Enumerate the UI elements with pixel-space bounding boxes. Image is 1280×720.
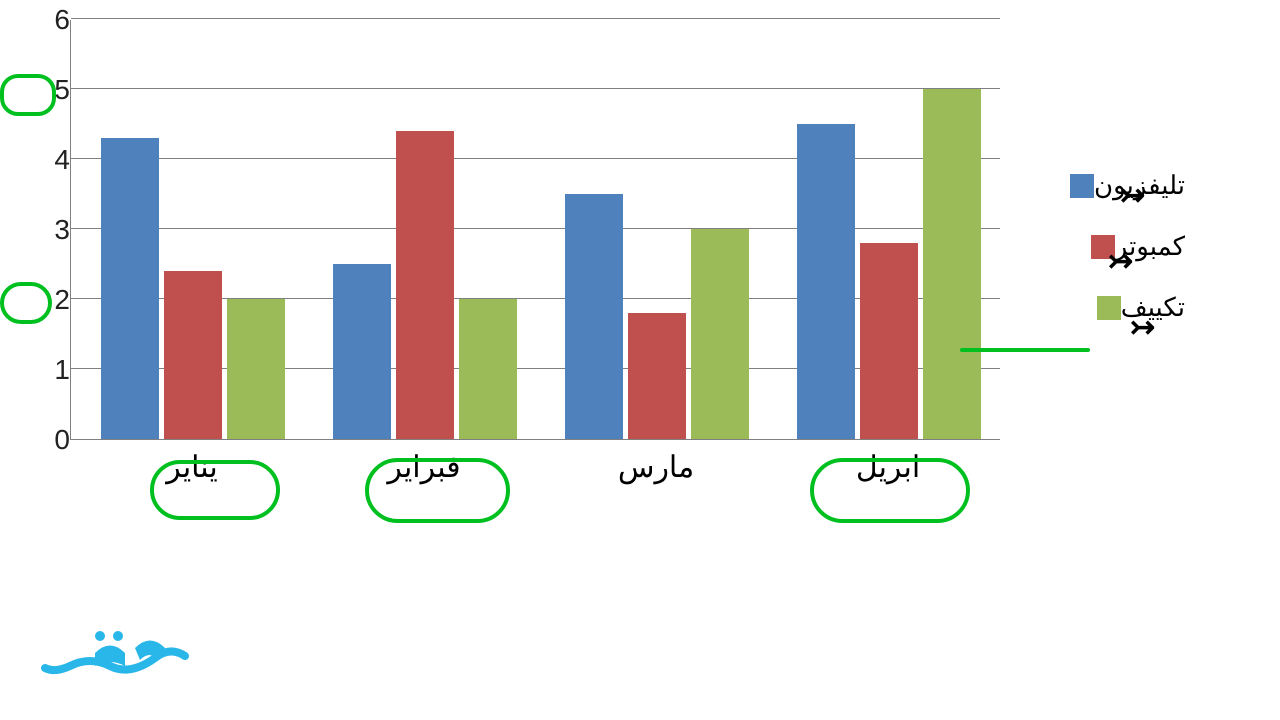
bar (691, 229, 749, 439)
annotation-arrow-1: ↢ (1120, 178, 1145, 213)
y-axis-label: 4 (30, 144, 70, 176)
y-axis-label: 3 (30, 214, 70, 246)
y-axis-label: 1 (30, 354, 70, 386)
logo (40, 618, 200, 700)
legend-swatch (1070, 174, 1094, 198)
y-axis-label: 0 (30, 424, 70, 456)
bar (227, 299, 285, 439)
annotation-circle-feb (365, 458, 510, 523)
legend-item: تليفزيون (1005, 170, 1185, 201)
annotation-circle-apr (810, 458, 970, 523)
chart-container: 0123456 ينايرفبرايرمارسابريل (10, 20, 1010, 520)
bar (164, 271, 222, 439)
x-axis-label: مارس (564, 450, 748, 485)
plot-area (70, 20, 1000, 440)
bar (797, 124, 855, 439)
bar (459, 299, 517, 439)
gridline (71, 228, 1000, 229)
annotation-underline (960, 348, 1090, 352)
annotation-circle-y5 (0, 74, 56, 116)
gridline (71, 88, 1000, 89)
annotation-circle-jan (150, 460, 280, 520)
legend-item: تكييف (1005, 292, 1185, 323)
annotation-arrow-3: ↢ (1130, 310, 1155, 345)
bar (333, 264, 391, 439)
bar (628, 313, 686, 439)
annotation-circle-y2 (0, 282, 52, 324)
gridline (71, 158, 1000, 159)
bar (396, 131, 454, 439)
y-axis-label: 6 (30, 4, 70, 36)
bar (860, 243, 918, 439)
annotation-arrow-2: ↢ (1108, 244, 1133, 279)
gridline (71, 18, 1000, 19)
bar (565, 194, 623, 439)
bar (101, 138, 159, 439)
bar (923, 89, 981, 439)
legend: تليفزيون كمبوتر تكييف (1005, 170, 1185, 353)
legend-swatch (1097, 296, 1121, 320)
legend-item: كمبوتر (1005, 231, 1185, 262)
